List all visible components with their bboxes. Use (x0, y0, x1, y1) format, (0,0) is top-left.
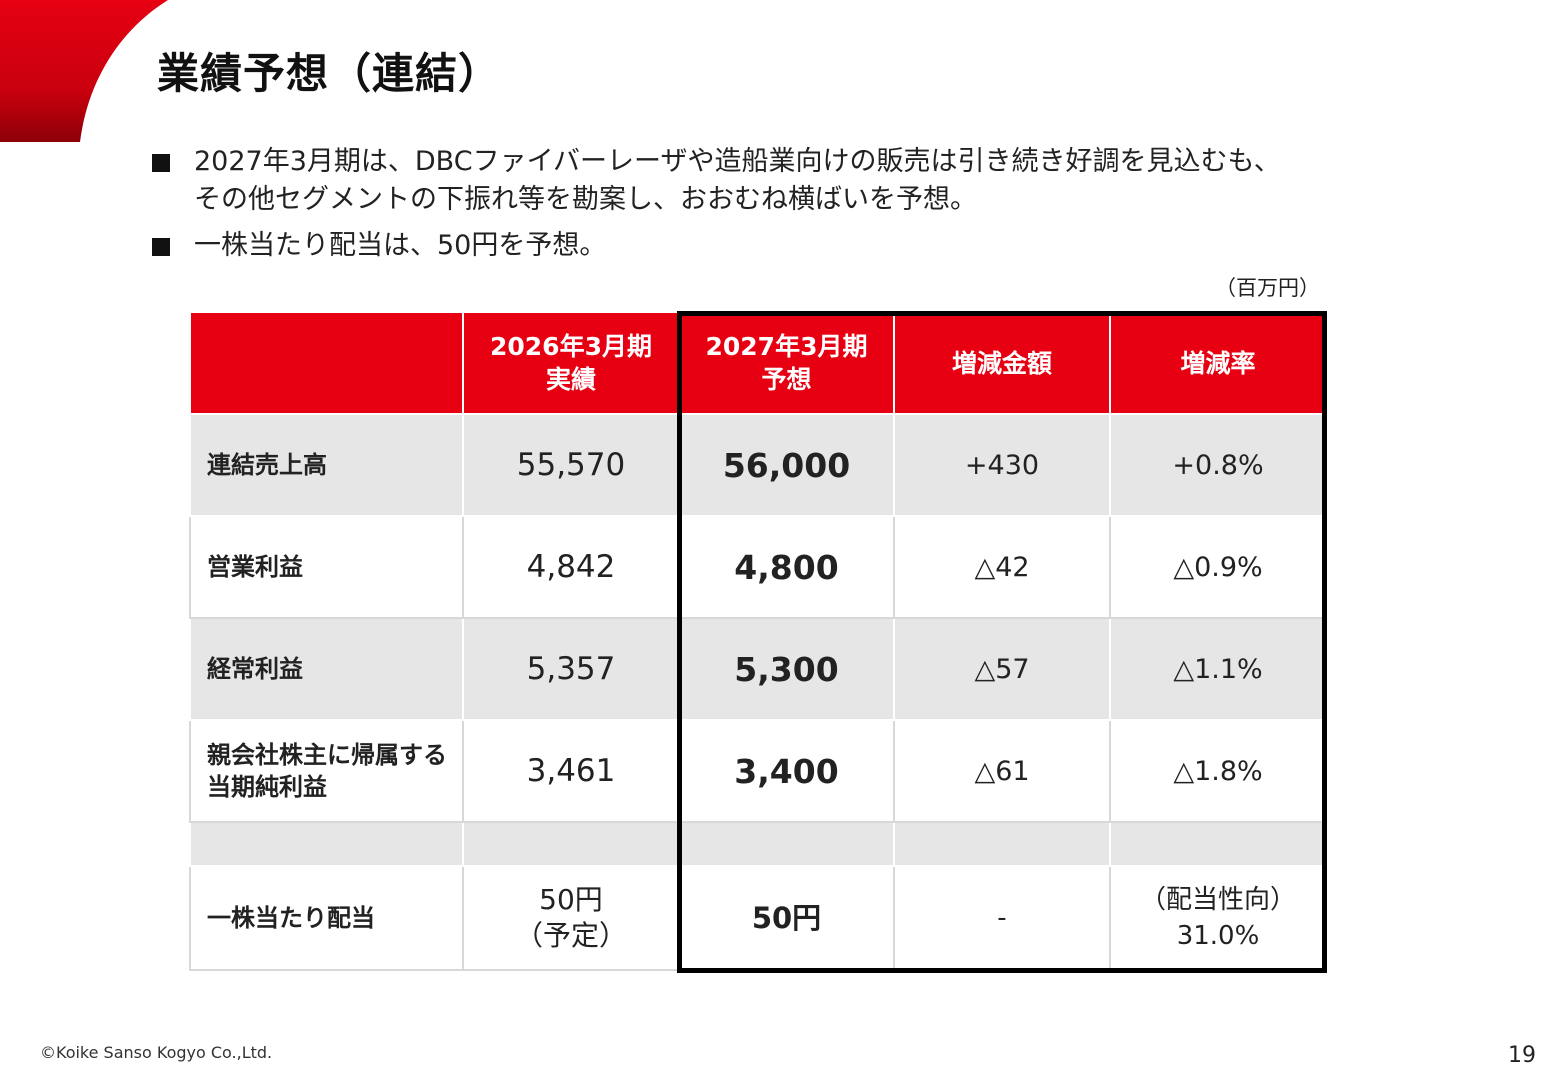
diff-cell: △61 (893, 719, 1111, 823)
cell-line: 3,461 (526, 753, 616, 789)
cell-line: △61 (974, 755, 1030, 787)
table-row: 親会社株主に帰属する 当期純利益 3,461 3,400 △61 △1.8% (189, 719, 1327, 823)
bullet-line: 2027年3月期は、DBCファイバーレーザや造船業向けの販売は引き続き好調を見込… (194, 146, 1281, 177)
bullet-line: その他セグメントの下振れ等を勘案し、おおむね横ばいを予想。 (194, 184, 977, 215)
cell-line: 31.0% (1176, 921, 1260, 951)
row-label: 経常利益 (189, 617, 464, 721)
square-bullet-icon (152, 154, 170, 172)
row-label-line: 連結売上高 (207, 451, 327, 479)
table-row: 営業利益 4,842 4,800 △42 △0.9% (189, 515, 1327, 619)
forecast-cell: 5,300 (678, 617, 895, 721)
header-fy2027-forecast: 2027年3月期 予想 (678, 311, 895, 415)
cell-line: 55,570 (516, 447, 626, 483)
diff-cell: +430 (893, 413, 1111, 517)
rate-cell: △1.8% (1109, 719, 1327, 823)
rate-cell: △0.9% (1109, 515, 1327, 619)
cell-line: - (997, 903, 1007, 933)
cell-line: △57 (974, 653, 1030, 685)
table-row: 経常利益 5,357 5,300 △57 △1.1% (189, 617, 1327, 721)
header-line: 実績 (545, 365, 596, 394)
row-label: 連結売上高 (189, 413, 464, 517)
actual-cell: 55,570 (462, 413, 680, 517)
bullet-list: 2027年3月期は、DBCファイバーレーザや造船業向けの販売は引き続き好調を見込… (150, 143, 1400, 273)
spacer-cell (1109, 821, 1327, 867)
row-label-line: 親会社株主に帰属する (207, 741, 447, 769)
copyright: ©Koike Sanso Kogyo Co.,Ltd. (40, 1043, 273, 1062)
unit-note: （百万円） (1215, 276, 1320, 300)
diff-cell: △42 (893, 515, 1111, 619)
row-label: 親会社株主に帰属する 当期純利益 (189, 719, 464, 823)
cell-line: 50円 (539, 883, 603, 916)
rate-cell: （配当性向） 31.0% (1109, 865, 1327, 971)
page-title: 業績予想（連結） (157, 49, 502, 98)
spacer-cell (189, 821, 464, 867)
forecast-table: 2026年3月期 実績 2027年3月期 予想 増減金額 増減率 連結売上高 5… (189, 311, 1327, 971)
header-line: 2027年3月期 (705, 332, 868, 361)
cell-line: 5,357 (526, 651, 616, 687)
dividend-row: 一株当たり配当 50円 （予定） 50円 - （配当性向） 31.0% (189, 865, 1327, 971)
forecast-cell: 4,800 (678, 515, 895, 619)
bullet-item: 2027年3月期は、DBCファイバーレーザや造船業向けの販売は引き続き好調を見込… (150, 143, 1400, 219)
bullet-item: 一株当たり配当は、50円を予想。 (150, 227, 1400, 265)
actual-cell: 50円 （予定） (462, 865, 680, 971)
rate-cell: △1.1% (1109, 617, 1327, 721)
table-row: 連結売上高 55,570 56,000 +430 +0.8% (189, 413, 1327, 517)
row-label-line: 一株当たり配当 (207, 904, 375, 932)
row-label: 営業利益 (189, 515, 464, 619)
corner-accent-shape (0, 0, 168, 142)
header-line: 増減金額 (951, 348, 1052, 378)
forecast-cell: 3,400 (678, 719, 895, 823)
spacer-cell (893, 821, 1111, 867)
cell-line: △0.9% (1173, 551, 1263, 583)
spacer-cell (678, 821, 895, 867)
forecast-cell: 56,000 (678, 413, 895, 517)
square-bullet-icon (152, 238, 170, 256)
row-label-line: 当期純利益 (207, 773, 327, 801)
actual-cell: 5,357 (462, 617, 680, 721)
rate-cell: +0.8% (1109, 413, 1327, 517)
spacer-cell (462, 821, 680, 867)
header-change-amount: 増減金額 (893, 311, 1111, 415)
actual-cell: 3,461 (462, 719, 680, 823)
header-change-rate: 増減率 (1109, 311, 1327, 415)
actual-cell: 4,842 (462, 515, 680, 619)
header-fy2026-actual: 2026年3月期 実績 (462, 311, 680, 415)
cell-line: △1.8% (1173, 755, 1263, 787)
cell-line: （配当性向） (1139, 885, 1296, 915)
row-label-line: 営業利益 (207, 553, 303, 581)
cell-line: （予定） (514, 919, 627, 952)
table-header-row: 2026年3月期 実績 2027年3月期 予想 増減金額 増減率 (189, 311, 1327, 415)
header-line: 予想 (761, 365, 812, 394)
cell-line: +0.8% (1172, 449, 1264, 481)
diff-cell: - (893, 865, 1111, 971)
cell-line: △1.1% (1173, 653, 1263, 685)
cell-line: +430 (964, 449, 1040, 481)
header-line: 2026年3月期 (490, 332, 652, 361)
header-blank (189, 311, 464, 415)
forecast-cell: 50円 (678, 865, 895, 971)
diff-cell: △57 (893, 617, 1111, 721)
cell-line: △42 (974, 551, 1030, 583)
page-number: 19 (1508, 1043, 1536, 1068)
row-label: 一株当たり配当 (189, 865, 464, 971)
bullet-line: 一株当たり配当は、50円を予想。 (194, 230, 607, 261)
spacer-row (189, 821, 1327, 867)
row-label-line: 経常利益 (207, 655, 303, 683)
cell-line: 4,842 (526, 549, 616, 585)
header-line: 増減率 (1180, 348, 1256, 378)
